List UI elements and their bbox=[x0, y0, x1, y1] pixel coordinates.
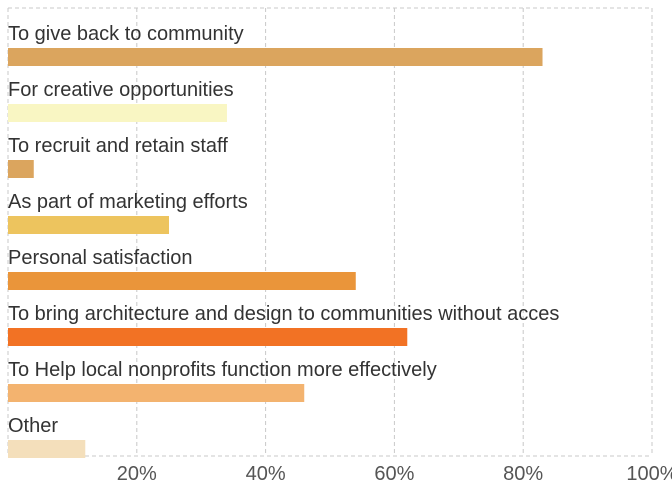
category-label-7: To Help local nonprofits function more e… bbox=[8, 359, 437, 381]
bar-8 bbox=[8, 440, 86, 458]
bar-6 bbox=[8, 328, 408, 346]
bar-5 bbox=[8, 272, 356, 290]
bar-1 bbox=[8, 48, 543, 66]
x-tick-label-100: 100% bbox=[626, 463, 672, 485]
x-tick-label-40: 40% bbox=[246, 463, 286, 485]
x-tick-label-60: 60% bbox=[374, 463, 414, 485]
category-label-2: For creative opportunities bbox=[8, 79, 234, 101]
category-label-3: To recruit and retain staff bbox=[8, 135, 228, 157]
x-tick-label-80: 80% bbox=[503, 463, 543, 485]
x-tick-label-20: 20% bbox=[117, 463, 157, 485]
bars-layer bbox=[8, 48, 543, 458]
category-label-5: Personal satisfaction bbox=[8, 247, 193, 269]
bar-7 bbox=[8, 384, 305, 402]
bar-2 bbox=[8, 104, 227, 122]
bar-3 bbox=[8, 160, 34, 178]
category-label-4: As part of marketing efforts bbox=[8, 191, 248, 213]
category-label-6: To bring architecture and design to comm… bbox=[8, 303, 559, 325]
category-label-1: To give back to community bbox=[8, 23, 244, 45]
bar-4 bbox=[8, 216, 169, 234]
category-label-8: Other bbox=[8, 415, 58, 437]
x-axis-tick-labels: 20% 40% 60% 80% 100% bbox=[117, 463, 672, 485]
category-labels: To give back to community For creative op… bbox=[8, 23, 559, 437]
